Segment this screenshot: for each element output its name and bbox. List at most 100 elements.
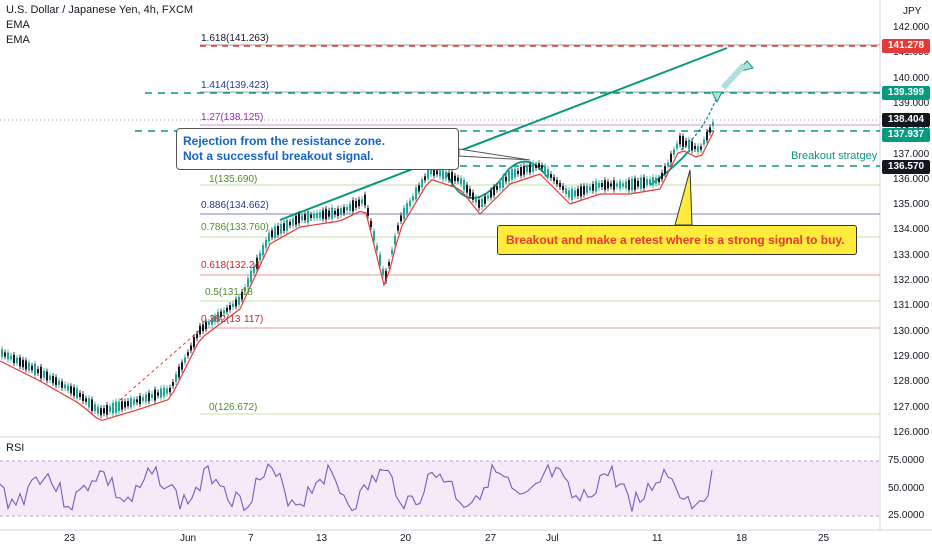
candle-body — [157, 392, 159, 396]
candle-body — [475, 197, 477, 203]
candle-body — [142, 397, 144, 401]
candle-body — [274, 226, 276, 239]
time-tick-label: 23 — [64, 533, 76, 544]
candle-body — [322, 210, 324, 219]
candle-body — [115, 401, 117, 413]
candle-body — [607, 181, 609, 189]
candle-body — [217, 311, 219, 322]
candle-body — [676, 143, 678, 149]
rsi-label[interactable]: RSI — [6, 442, 25, 454]
rsi-tick-label: 25.0000 — [888, 510, 925, 521]
candle-body — [160, 388, 162, 398]
candle-body — [22, 359, 24, 368]
candle-body — [130, 398, 132, 408]
candle-body — [229, 305, 231, 310]
candle-body — [331, 207, 333, 219]
fib-label-0: 0(126.672) — [209, 402, 258, 413]
candle-body — [184, 357, 186, 363]
candle-body — [421, 179, 423, 188]
candle-body — [376, 245, 378, 251]
candle-body — [175, 374, 177, 382]
candle-body — [289, 221, 291, 226]
candle-body — [154, 389, 156, 401]
time-tick-label: 27 — [485, 533, 497, 544]
candle-body — [43, 370, 45, 378]
candle-body — [517, 170, 519, 174]
rsi-tick-label: 75.0000 — [888, 455, 925, 466]
fib-label-127: 1.27(138.125) — [201, 112, 264, 123]
candle-body — [166, 388, 168, 394]
candle-body — [460, 178, 462, 185]
rejection-text-1: Rejection from the resistance zone. — [183, 134, 386, 148]
candle-body — [481, 198, 483, 208]
candle-body — [562, 186, 564, 190]
time-tick-label: 18 — [736, 533, 748, 544]
candle-body — [604, 180, 606, 190]
indicator-ema-1[interactable]: EMA — [6, 19, 30, 31]
candle-body — [100, 408, 102, 416]
ema-line — [0, 130, 715, 422]
candle-body — [334, 210, 336, 215]
candle-body — [256, 257, 258, 269]
candle-body — [220, 311, 222, 317]
candle-body — [673, 149, 675, 155]
candle-body — [412, 196, 414, 201]
candle-body — [28, 362, 30, 371]
candle-body — [451, 171, 453, 183]
candle-body — [583, 186, 585, 195]
candle-body — [70, 386, 72, 394]
candle-body — [691, 141, 693, 151]
candle-body — [445, 171, 447, 179]
candle-body — [448, 172, 450, 180]
candle-body — [139, 395, 141, 405]
candle-body — [211, 317, 213, 325]
candle-body — [619, 181, 621, 189]
candle-body — [640, 177, 642, 189]
candle-body — [712, 122, 714, 126]
candle-body — [304, 214, 306, 221]
candle-body — [181, 362, 183, 370]
candle-body — [661, 172, 663, 180]
indicator-ema-2[interactable]: EMA — [6, 34, 30, 46]
candle-body — [679, 135, 681, 145]
time-tick-label: 7 — [248, 533, 254, 544]
candle-body — [631, 178, 633, 191]
candle-body — [277, 226, 279, 235]
rejection-callout[interactable]: Rejection from the resistance zone. Not … — [176, 128, 459, 170]
candle-body — [280, 223, 282, 234]
candle-body — [523, 165, 525, 175]
candle-body — [190, 345, 192, 351]
candle-body — [514, 169, 516, 178]
candle-body — [328, 210, 330, 217]
breakout-pointer — [674, 169, 693, 226]
candle-body — [391, 249, 393, 255]
candle-body — [319, 212, 321, 218]
price-tag-last: 138.404 — [882, 113, 930, 127]
candle-body — [127, 401, 129, 407]
candle-body — [196, 333, 198, 339]
price-tag-139: 139.399 — [882, 86, 930, 100]
time-tick-label: 20 — [400, 533, 412, 544]
candle-body — [193, 336, 195, 348]
candle-body — [382, 268, 384, 276]
price-tick-label: 140.000 — [893, 72, 930, 84]
candle-body — [394, 235, 396, 245]
candle-body — [442, 169, 444, 180]
candle-body — [295, 215, 297, 225]
candle-body — [493, 186, 495, 196]
breakout-note-callout[interactable]: Breakout and make a retest where is a st… — [497, 225, 857, 255]
candle-body — [622, 183, 624, 187]
candle-body — [223, 310, 225, 314]
candle-body — [343, 207, 345, 214]
candle-body — [403, 207, 405, 219]
candle-body — [58, 380, 60, 386]
candle-body — [649, 179, 651, 184]
candle-body — [352, 200, 354, 212]
candle-body — [265, 239, 267, 248]
price-tick-label: 131.000 — [893, 300, 930, 312]
candle-body — [457, 177, 459, 182]
candle-body — [652, 177, 654, 186]
candle-body — [307, 210, 309, 223]
